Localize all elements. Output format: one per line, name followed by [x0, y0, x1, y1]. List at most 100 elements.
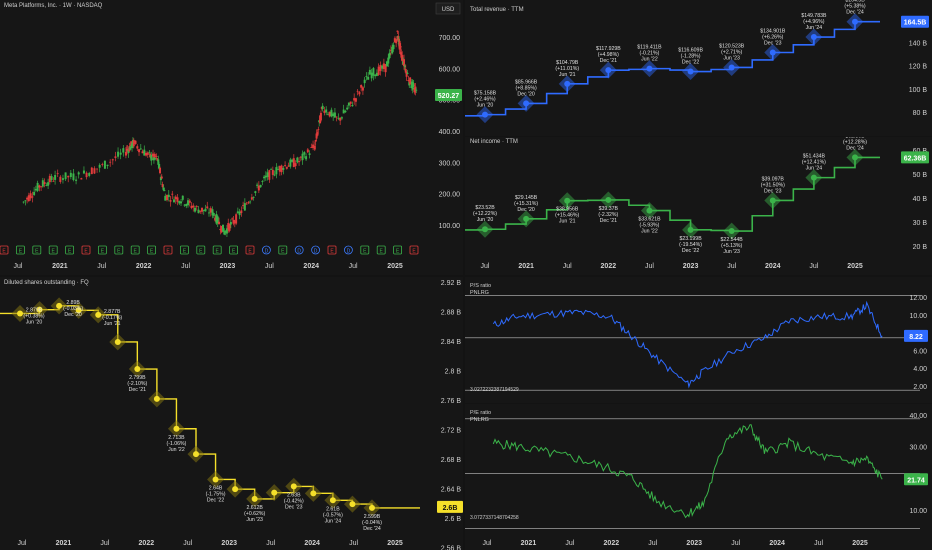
price-x-tick: 2024	[303, 263, 319, 270]
event-marker	[229, 245, 239, 255]
shares-point	[193, 451, 199, 458]
income-annotation-change: (+31.50%)	[761, 182, 785, 188]
price-candle	[287, 165, 290, 167]
price-y-tick: 600.00	[439, 66, 461, 73]
shares-annotation-period: Jun '23	[246, 517, 263, 523]
income-last-label: 62.36B	[904, 155, 927, 162]
price-candle	[209, 208, 212, 213]
price-candle	[201, 207, 204, 212]
event-marker-label: E	[216, 249, 220, 255]
price-candle	[275, 167, 278, 175]
income-annotation-value: $29.145B	[515, 195, 538, 201]
price-candle	[124, 151, 127, 156]
income-x-tick: 2023	[683, 263, 699, 270]
price-candle	[243, 203, 246, 211]
price-candle	[339, 117, 342, 121]
price-candle	[344, 110, 347, 113]
price-candle	[227, 223, 230, 230]
price-candle	[101, 164, 104, 165]
shares-last-label-bg	[437, 500, 463, 513]
price-candle	[305, 156, 308, 160]
shares-point	[134, 366, 141, 373]
revenue-pane-title: Total revenue · TTM	[470, 7, 524, 13]
shares-y-tick: 2.84 B	[441, 339, 462, 346]
price-candle	[249, 201, 252, 203]
income-annotation-value: $22.544B	[721, 237, 744, 243]
pe-x-tick: Jul	[565, 540, 574, 547]
price-candle	[31, 196, 34, 198]
revenue-annotation-value: $104.79B	[556, 60, 579, 66]
event-marker	[147, 245, 157, 255]
shares-annotation-value: 2.89B	[66, 300, 80, 306]
event-marker	[196, 245, 206, 255]
shares-annotation-period: Dec '21	[129, 387, 147, 393]
revenue-point	[646, 65, 653, 72]
pe-series-line	[492, 424, 883, 519]
price-candle	[166, 194, 169, 201]
price-y-tick: 500.00	[439, 98, 461, 105]
price-candle	[174, 196, 177, 200]
event-marker	[32, 245, 42, 255]
price-candle	[48, 175, 51, 183]
income-annotation-change: (+12.41%)	[802, 160, 826, 166]
pe-y-tick: 30.00	[909, 445, 927, 452]
event-marker-label: E	[330, 249, 334, 255]
shares-point	[329, 497, 336, 504]
price-candle	[315, 133, 318, 139]
income-x-tick: Jul	[563, 263, 572, 270]
shares-annotation-period: Dec '24	[363, 526, 381, 532]
price-candle	[323, 110, 326, 113]
revenue-y-tick: 100 B	[909, 87, 928, 94]
price-candle	[404, 69, 407, 73]
shares-x-tick: 2022	[139, 540, 155, 547]
pe-x-tick: 2022	[604, 540, 620, 547]
shares-annotation-change: (+0.62%)	[244, 511, 265, 517]
event-marker	[261, 245, 271, 255]
shares-x-tick: 2024	[304, 540, 320, 547]
price-candle	[247, 202, 250, 204]
price-candle	[351, 105, 354, 107]
price-candle	[403, 65, 406, 68]
price-candle	[313, 145, 316, 150]
price-candle	[391, 46, 394, 54]
shares-point	[369, 504, 375, 511]
shares-point	[271, 489, 278, 496]
price-candle	[90, 167, 93, 175]
price-candle	[333, 112, 336, 118]
revenue-annotation-change: (+4.98%)	[598, 52, 619, 58]
income-x-tick: Jul	[645, 263, 654, 270]
price-candle	[22, 201, 25, 203]
revenue-point	[852, 18, 858, 25]
price-candle	[127, 149, 130, 154]
event-marker	[48, 245, 58, 255]
price-candle	[111, 159, 114, 161]
price-candle	[365, 76, 368, 77]
event-marker-label: E	[117, 249, 121, 255]
income-x-tick: Jul	[809, 263, 818, 270]
shares-y-tick: 2.6 B	[445, 516, 462, 523]
income-annotation-period: Jun '24	[806, 166, 823, 172]
event-marker	[311, 245, 321, 255]
price-candle	[188, 200, 191, 203]
event-marker-label: E	[412, 249, 416, 255]
price-candle	[197, 209, 200, 214]
pe-pane: P/E ratio PNLRG 3.0727337148704258 40.00 30.…	[465, 404, 932, 550]
event-marker-label: E	[84, 249, 88, 255]
price-candle	[43, 182, 46, 185]
price-candle	[335, 116, 338, 118]
revenue-annotation-change: (+5.38%)	[844, 4, 865, 10]
income-pane-title: Net income · TTM	[470, 139, 518, 145]
pe-symbol: PNLRG	[470, 417, 489, 423]
event-marker-label: E	[281, 249, 285, 255]
price-candle	[212, 213, 215, 216]
price-candle	[169, 200, 172, 202]
revenue-annotation-change: (-0.21%)	[639, 51, 659, 57]
price-candle	[167, 194, 170, 198]
price-x-tick: 2022	[136, 263, 152, 270]
price-candle	[52, 180, 55, 182]
price-candle	[284, 165, 287, 166]
income-x-tick: Jul	[481, 263, 490, 270]
shares-last-label: 2.6B	[443, 505, 458, 512]
price-candle	[245, 203, 248, 205]
price-candle	[152, 157, 155, 161]
